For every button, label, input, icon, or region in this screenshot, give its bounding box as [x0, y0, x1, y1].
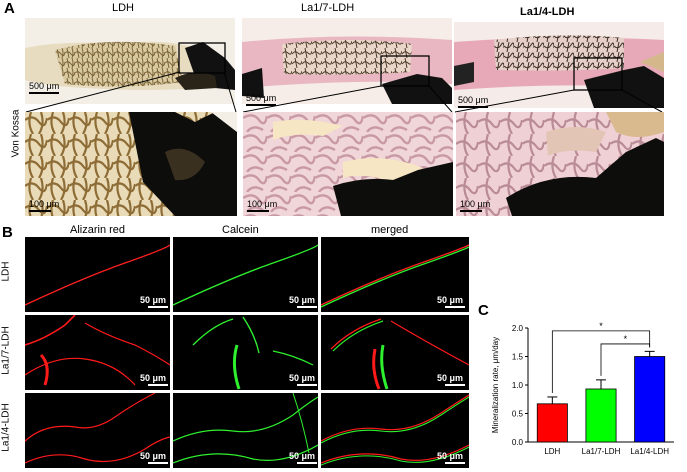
scale-bar-text: 50 μm — [140, 451, 167, 461]
y-axis-label: Mineralization rate, μm/day — [491, 337, 500, 433]
vonkossa-la14-overview — [454, 22, 664, 108]
col-title-la14: La1/4-LDH — [520, 6, 575, 18]
significance-star: * — [599, 321, 603, 331]
mineralization-bar-chart: 0.0 0.5 1.0 1.5 2.0 Mineralization rate, μm/d… — [491, 321, 674, 456]
scale-bar-b-8: 50 μm — [289, 446, 323, 464]
col-title-ldh: LDH — [112, 2, 135, 14]
x-tick-label: LDH — [544, 447, 560, 456]
scale-bar-la17-top: 500 μm — [246, 90, 286, 106]
scale-bar-text: 100 μm — [29, 199, 60, 209]
scale-bar-ldh-top: 500 μm — [29, 78, 69, 94]
scale-bar-text: 500 μm — [29, 81, 60, 91]
calcein-la17 — [173, 315, 318, 390]
scale-bar-text: 100 μm — [247, 199, 278, 209]
scale-bar-text: 50 μm — [289, 373, 316, 383]
zoom-lines — [25, 71, 663, 113]
y-tick-label: 0.0 — [512, 438, 524, 447]
scale-bar-la14-top: 500 μm — [458, 92, 498, 108]
merged-la14 — [321, 393, 469, 468]
y-tick-label: 1.5 — [512, 353, 524, 362]
col-title-merged: merged — [371, 224, 409, 236]
vonkossa-la17-zoom — [243, 112, 453, 216]
scale-bar-b-7: 50 μm — [140, 446, 174, 464]
scale-bar-la17-bottom: 100 μm — [247, 196, 287, 212]
row-label-la17: La1/7-LDH — [0, 326, 12, 375]
scale-bar-text: 50 μm — [140, 373, 167, 383]
col-title-la17: La1/7-LDH — [301, 2, 355, 14]
vonkossa-la17-overview — [242, 18, 452, 104]
col-title-alizarin: Alizarin red — [70, 224, 126, 236]
scale-bar-text: 50 μm — [437, 295, 464, 305]
scale-bar-text: 50 μm — [437, 373, 464, 383]
y-tick-label: 0.5 — [512, 410, 524, 419]
scale-bar-text: 500 μm — [246, 93, 277, 103]
calcein-ldh — [173, 237, 318, 312]
scale-bar-b-5: 50 μm — [289, 368, 323, 386]
scale-bar-b-2: 50 μm — [289, 290, 323, 308]
merged-la17 — [321, 315, 469, 390]
alizarin-la17 — [25, 315, 170, 390]
scale-bar-b-3: 50 μm — [437, 290, 471, 308]
significance-bracket — [600, 343, 651, 376]
significance-star: * — [624, 334, 628, 344]
significance-bracket — [551, 330, 651, 393]
scale-bar-la14-bottom: 100 μm — [460, 196, 500, 212]
scale-bar-text: 50 μm — [437, 451, 464, 461]
panel-a-letter: A — [4, 0, 15, 17]
bar — [536, 403, 568, 443]
scale-bar-b-6: 50 μm — [437, 368, 471, 386]
x-tick-label: La1/4-LDH — [630, 447, 669, 456]
vonkossa-ldh-zoom — [25, 112, 237, 216]
scale-bar-b-1: 50 μm — [140, 290, 174, 308]
alizarin-la14 — [25, 393, 170, 468]
scale-bar-text: 50 μm — [289, 451, 316, 461]
scale-bar-b-9: 50 μm — [437, 446, 471, 464]
col-title-calcein: Calcein — [222, 224, 259, 236]
alizarin-ldh — [25, 237, 170, 312]
panel-b-letter: B — [2, 224, 13, 241]
y-tick-label: 2.0 — [512, 324, 524, 333]
bar — [634, 356, 666, 443]
scale-bar-text: 50 μm — [140, 295, 167, 305]
scale-bar-text: 100 μm — [460, 199, 491, 209]
row-label-ldh: LDH — [0, 261, 12, 282]
scale-bar-text: 50 μm — [289, 295, 316, 305]
calcein-la14 — [173, 393, 318, 468]
panel-c-letter: C — [478, 302, 489, 319]
bar — [585, 388, 617, 443]
merged-ldh — [321, 237, 469, 312]
vonkossa-la14-zoom — [456, 112, 664, 216]
y-tick-label: 1.0 — [512, 381, 524, 390]
x-tick-label: La1/7-LDH — [582, 447, 621, 456]
row-label-la14: La1/4-LDH — [0, 403, 12, 452]
scale-bar-b-4: 50 μm — [140, 368, 174, 386]
scale-bar-ldh-bottom: 100 μm — [29, 196, 69, 212]
scale-bar-text: 500 μm — [458, 95, 489, 105]
